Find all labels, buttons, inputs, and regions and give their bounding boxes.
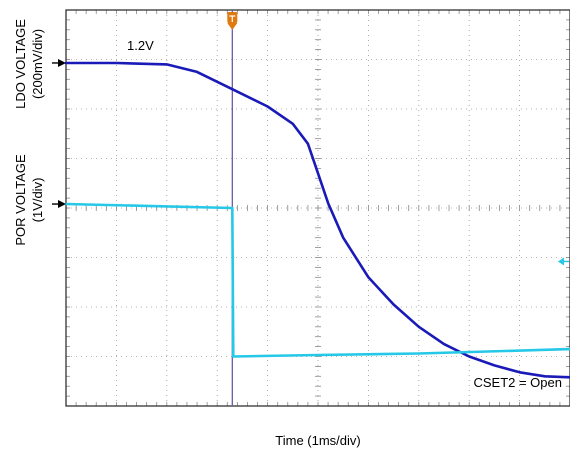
ldo-ref-arrow-head [58,58,66,67]
markers [52,12,569,266]
por-voltage-label: POR VOLTAGE [13,154,28,246]
plot-frame [65,9,570,407]
traces [64,10,570,406]
trigger-marker-tip [227,23,238,30]
por-trace [64,202,570,358]
graticule [65,9,570,407]
por-scale-label: (1V/div) [30,178,45,223]
level-label: 1.2V [127,38,154,53]
ldo-trace [64,61,570,379]
x-axis-label: Time (1ms/div) [275,433,360,448]
right-level-marker [558,257,564,266]
ldo-voltage-label: LDO VOLTAGE [13,19,28,109]
condition-label: CSET2 = Open [473,375,562,390]
ldo-scale-label: (200mV/div) [30,29,45,99]
por-ref-arrow-head [58,200,66,209]
